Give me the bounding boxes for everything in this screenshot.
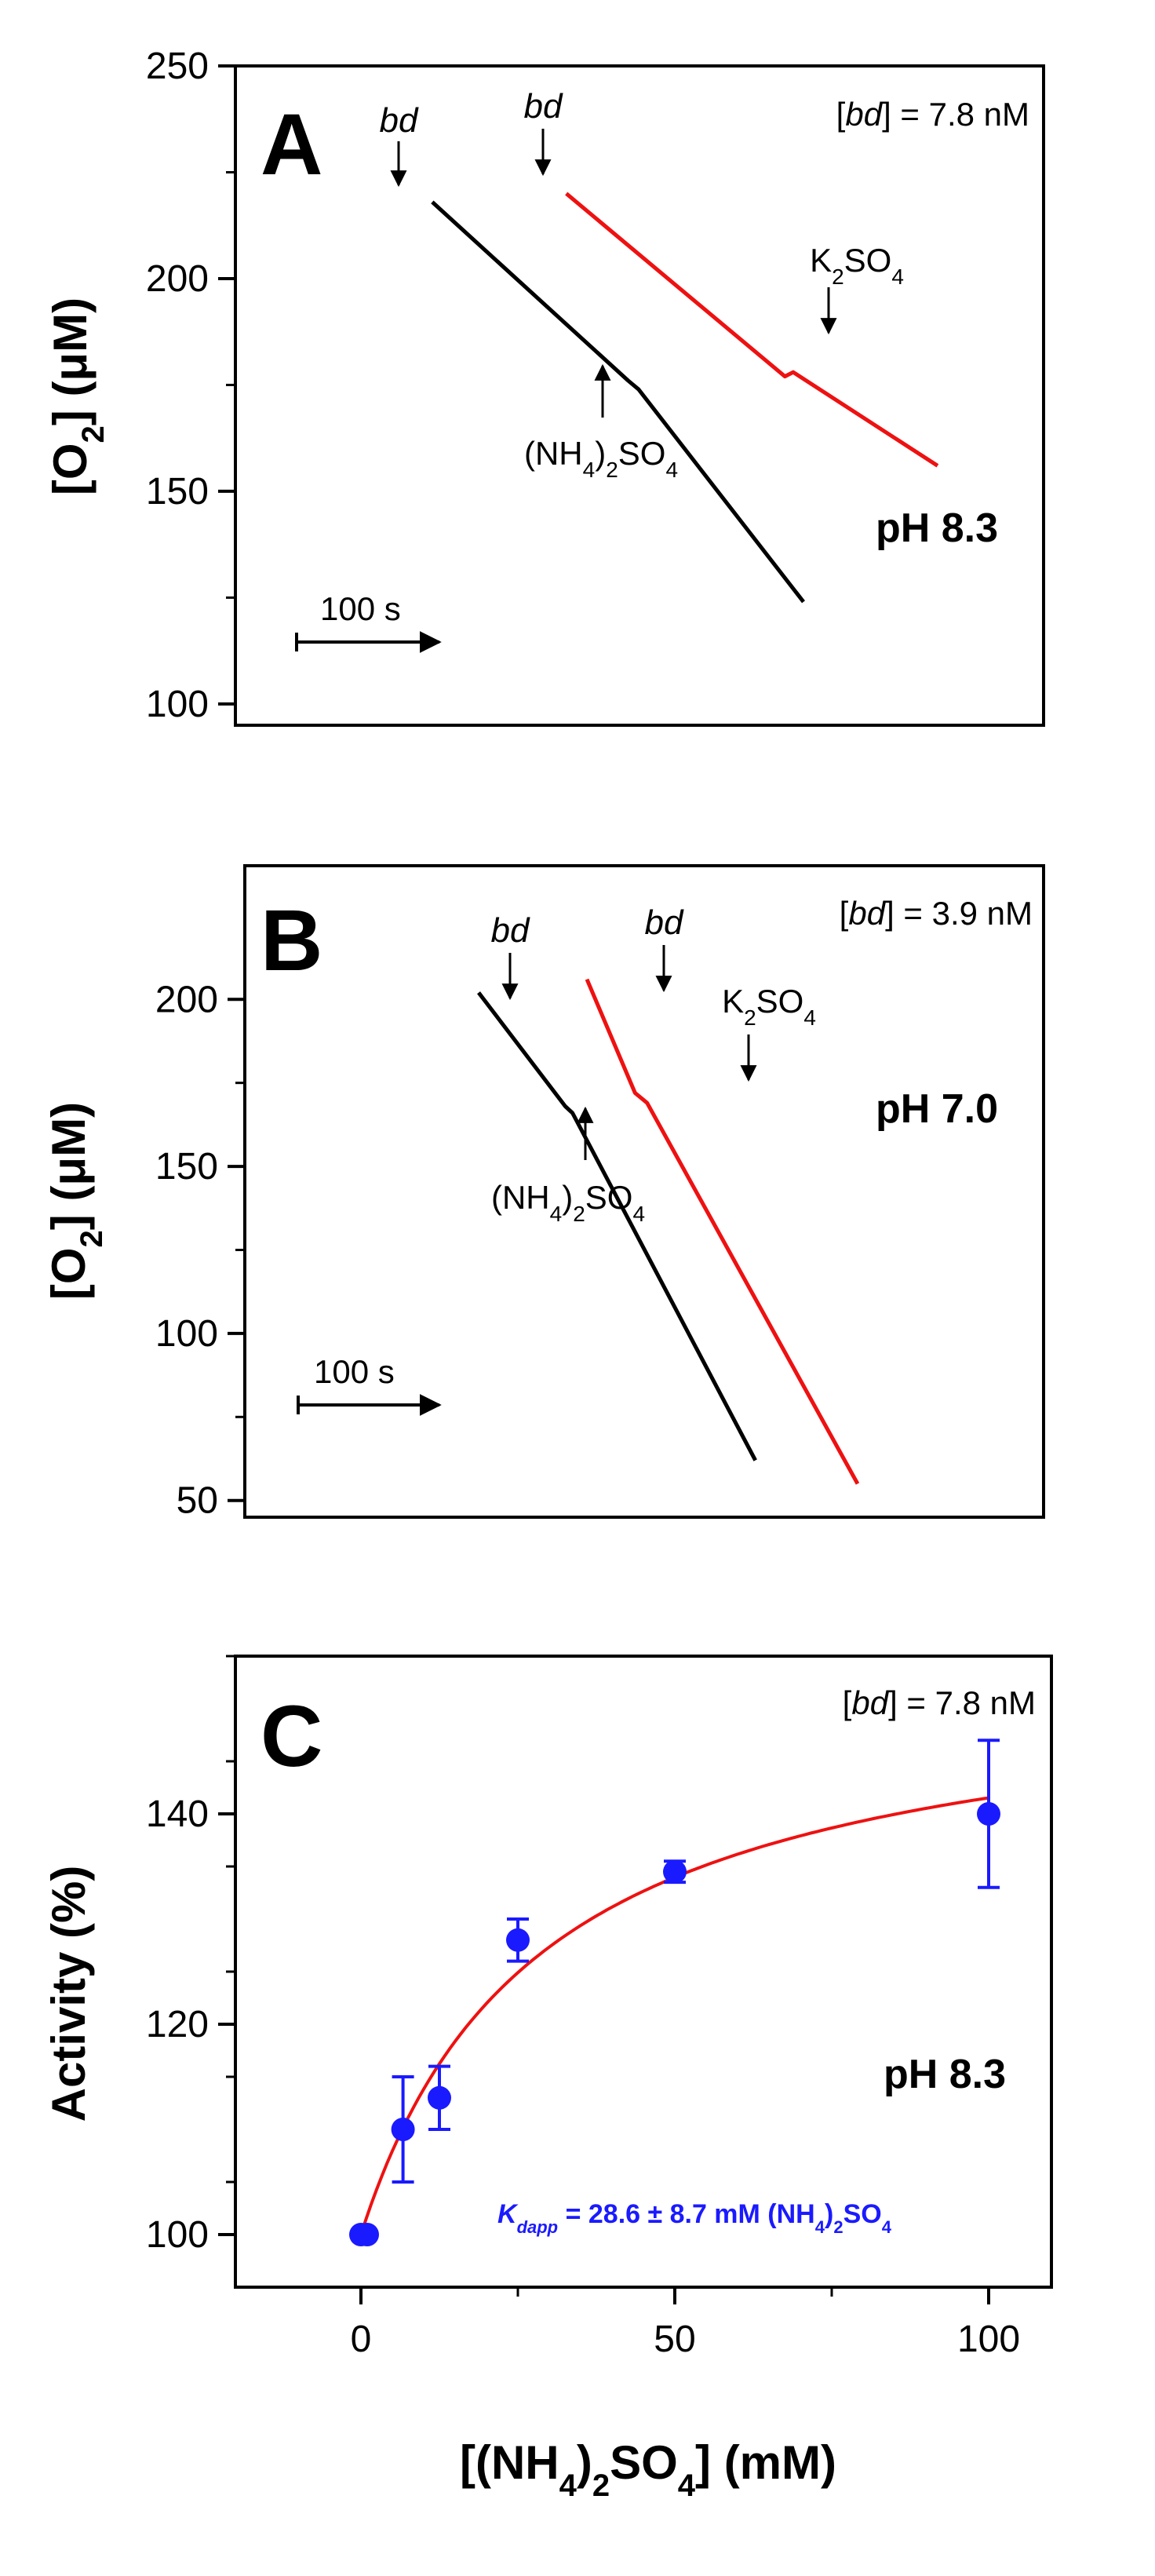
annot-bd-1: bd <box>380 101 419 140</box>
panel-a-frame <box>234 64 1045 727</box>
panel-a: 100 150 200 250 A [bd] = 7.8 nM pH 8.3 100 … <box>44 46 1045 727</box>
scale-bar-label: 100 s <box>314 1353 395 1390</box>
panel-a-traces <box>431 192 939 604</box>
y-tick-label: 120 <box>146 2004 209 2045</box>
y-tick-label: 100 <box>146 684 209 725</box>
trace-line <box>585 978 860 1485</box>
x-tick-label: 50 <box>654 2319 695 2360</box>
panel-c-frame <box>234 1655 1053 2289</box>
panel-c-ph-label: pH 8.3 <box>884 2052 1006 2097</box>
panel-a-label: A <box>261 97 322 193</box>
panel-a-ylabel: [O2] (μM) <box>44 297 111 495</box>
panel-c: 100 120 140 0 50 100 C [bd] = 7.8 nM pH 8.3 K… <box>42 1655 1053 2503</box>
panel-c-xlabel: [(NH4)2SO4] (mM) <box>460 2436 836 2503</box>
y-tick-label: 150 <box>155 1146 218 1188</box>
trace-line <box>431 200 805 604</box>
panel-a-scale-bar: 100 s <box>295 590 442 653</box>
panel-a-ph-label: pH 8.3 <box>876 505 998 551</box>
panel-c-kd-label: Kdapp = 28.6 ± 8.7 mM (NH4)2SO4 <box>497 2199 892 2237</box>
panel-b-scale-bar: 100 s <box>297 1353 442 1416</box>
data-point <box>391 2118 415 2141</box>
panel-b-ph-label: pH 7.0 <box>876 1086 998 1132</box>
y-tick-label: 100 <box>155 1313 218 1355</box>
panel-a-ticks <box>218 64 235 706</box>
panel-b-ticks <box>228 998 245 1502</box>
trace-line <box>565 192 939 468</box>
annot-nh4-label: (NH4)2SO4 <box>491 1179 645 1226</box>
annot-bd-2: bd <box>524 87 563 126</box>
panel-c-label: C <box>261 1688 322 1785</box>
x-tick-label: 0 <box>351 2319 372 2360</box>
data-point <box>355 2223 379 2246</box>
panel-b-tick-labels: 50 100 150 200 <box>155 979 218 1521</box>
panel-b-label: B <box>261 892 322 989</box>
panel-c-conc-label: [bd] = 7.8 nM <box>843 1684 1036 1721</box>
trace-line <box>477 991 757 1461</box>
annot-k2-label: K2SO4 <box>810 242 904 289</box>
annot-bd-2: bd <box>645 903 684 942</box>
panel-b-conc-label: [bd] = 3.9 nM <box>840 895 1033 932</box>
y-tick-label: 140 <box>146 1793 209 1835</box>
panel-b-ylabel: [O2] (μM) <box>42 1102 109 1300</box>
panel-b-annotations: bd bd (NH4)2SO4 K2SO4 <box>491 903 816 1226</box>
panel-b-frame <box>243 864 1045 1519</box>
data-point <box>428 2085 451 2110</box>
panel-a-tick-labels: 100 150 200 250 <box>146 46 209 725</box>
panel-b-traces <box>477 978 860 1485</box>
annot-k2-label: K2SO4 <box>722 983 816 1030</box>
scale-bar-label: 100 s <box>320 590 401 627</box>
x-tick-label: 100 <box>957 2319 1020 2360</box>
panel-c-tick-labels: 100 120 140 0 50 100 <box>146 1793 1020 2360</box>
y-tick-label: 200 <box>155 979 218 1020</box>
y-tick-label: 100 <box>146 2214 209 2256</box>
panel-c-ylabel: Activity (%) <box>42 1866 95 2122</box>
panel-c-points <box>349 1739 1000 2246</box>
panel-a-annotations: bd bd (NH4)2SO4 K2SO4 <box>380 87 904 482</box>
panel-c-ticks <box>218 1655 990 2304</box>
data-point <box>663 1859 687 1884</box>
panel-b: 50 100 150 200 B [bd] = 3.9 nM pH 7.0 100 s… <box>42 864 1045 1522</box>
panel-a-conc-label: [bd] = 7.8 nM <box>836 96 1029 133</box>
annot-nh4-label: (NH4)2SO4 <box>524 435 678 482</box>
annot-bd-1: bd <box>491 911 530 950</box>
y-tick-label: 200 <box>146 258 209 300</box>
y-tick-label: 150 <box>146 471 209 513</box>
data-point <box>506 1928 530 1952</box>
y-tick-label: 250 <box>146 46 209 87</box>
data-point <box>977 1802 1000 1826</box>
y-tick-label: 50 <box>177 1480 218 1522</box>
